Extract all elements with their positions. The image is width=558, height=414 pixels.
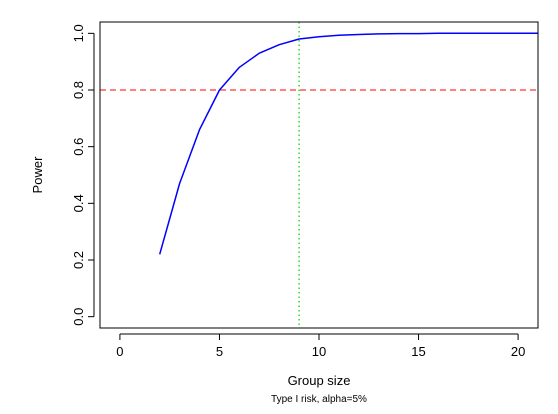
y-tick-label: 0.0: [71, 308, 86, 326]
x-tick-label: 15: [411, 344, 425, 359]
x-axis-label: Group size: [288, 373, 351, 388]
reference-lines: [100, 22, 538, 328]
chart-subtitle: Type I risk, alpha=5%: [271, 394, 367, 405]
y-tick-label: 0.8: [71, 81, 86, 99]
y-tick-label: 0.4: [71, 194, 86, 212]
y-tick-label: 1.0: [71, 24, 86, 42]
y-tick-label: 0.2: [71, 251, 86, 269]
x-tick-label: 0: [116, 344, 123, 359]
plot-frame: [99, 21, 539, 329]
y-axis: 0.0 0.2 0.4 0.6 0.8 1.0: [71, 24, 95, 326]
series-layer: [158, 32, 538, 255]
x-tick-label: 10: [312, 344, 326, 359]
power-curve-line: [158, 32, 538, 255]
x-tick-label: 20: [511, 344, 525, 359]
y-tick-label: 0.6: [71, 138, 86, 156]
y-axis-label: Power: [30, 156, 45, 194]
x-axis: 0 5 10 15 20: [116, 333, 525, 359]
x-tick-label: 5: [216, 344, 223, 359]
